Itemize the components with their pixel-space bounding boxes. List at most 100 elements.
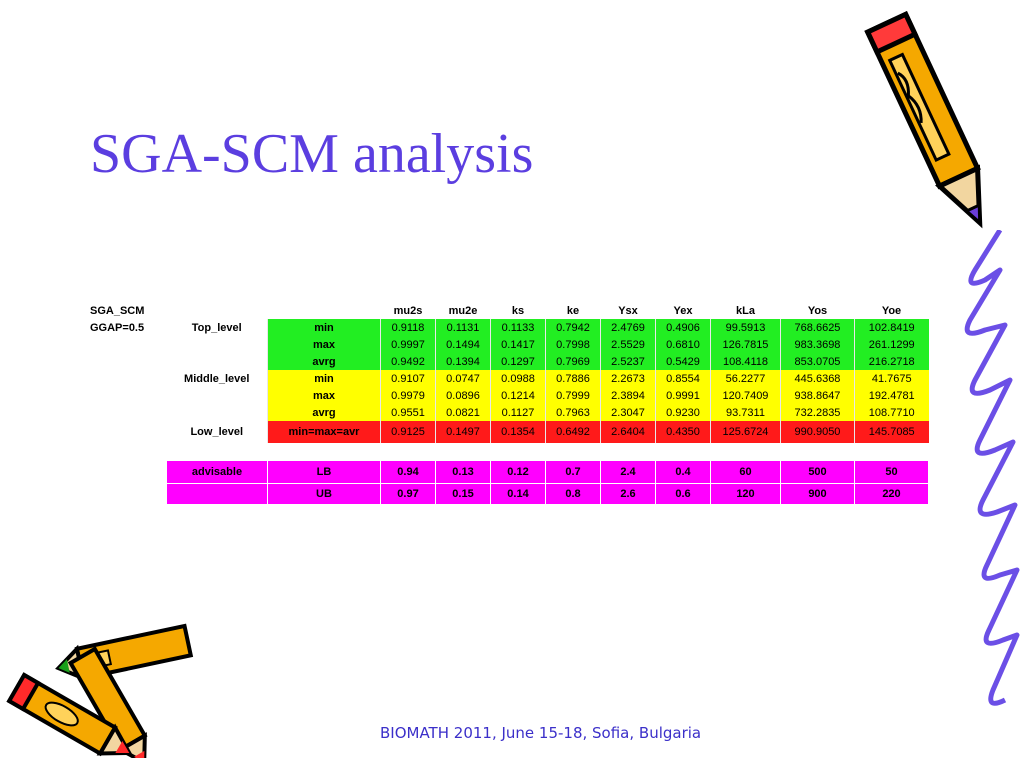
value-cell: 0.1214 bbox=[490, 387, 546, 404]
header-cell: kLa bbox=[736, 304, 755, 317]
value-cell: 2.3894 bbox=[600, 387, 656, 404]
value-cell: 2.3047 bbox=[600, 404, 656, 421]
value-cell: 0.0747 bbox=[435, 370, 491, 387]
value-cell: 0.4906 bbox=[655, 319, 711, 336]
header-cell: Yoe bbox=[881, 304, 902, 317]
value-cell: 60 bbox=[710, 460, 781, 484]
header-row: SGA_SCM mu2s mu2e ks ke Ysx Yex kLa Yos … bbox=[84, 302, 929, 319]
group-label: Top_level bbox=[191, 321, 242, 334]
header-cell: ke bbox=[566, 304, 580, 317]
value-cell: 0.1131 bbox=[435, 319, 491, 336]
stat-label: max bbox=[267, 387, 381, 404]
value-cell: 120 bbox=[710, 483, 781, 505]
value-cell: 126.7815 bbox=[710, 336, 781, 353]
table-row: Low_level min=max=avr 0.9125 0.1497 0.13… bbox=[84, 421, 929, 443]
stat-label: min bbox=[267, 370, 381, 387]
value-cell: 0.9125 bbox=[380, 421, 436, 443]
value-cell: 0.7969 bbox=[545, 353, 601, 370]
table-row: advisable LB 0.94 0.13 0.12 0.7 2.4 0.4 … bbox=[84, 460, 929, 484]
stat-label: avrg bbox=[267, 404, 381, 421]
crayons-icon bbox=[6, 623, 194, 758]
value-cell: 0.7942 bbox=[545, 319, 601, 336]
value-cell: 0.1354 bbox=[490, 421, 546, 443]
value-cell: 0.6810 bbox=[655, 336, 711, 353]
value-cell: 0.7999 bbox=[545, 387, 601, 404]
value-cell: 0.4350 bbox=[655, 421, 711, 443]
value-cell: 0.0896 bbox=[435, 387, 491, 404]
stat-label: min=max=avr bbox=[267, 421, 381, 443]
value-cell: 2.6 bbox=[600, 483, 656, 505]
value-cell: 0.8 bbox=[545, 483, 601, 505]
header-cell: ks bbox=[511, 304, 525, 317]
table-row: avrg 0.9492 0.1394 0.1297 0.7969 2.5237 … bbox=[84, 353, 929, 370]
value-cell: 0.1417 bbox=[490, 336, 546, 353]
value-cell: 41.7675 bbox=[854, 370, 929, 387]
value-cell: 732.2835 bbox=[780, 404, 855, 421]
value-cell: 0.1494 bbox=[435, 336, 491, 353]
advisable-label: advisable bbox=[166, 460, 268, 484]
value-cell: 0.9230 bbox=[655, 404, 711, 421]
value-cell: 0.1127 bbox=[490, 404, 546, 421]
value-cell: 0.9492 bbox=[380, 353, 436, 370]
value-cell: 0.1497 bbox=[435, 421, 491, 443]
value-cell: 120.7409 bbox=[710, 387, 781, 404]
value-cell: 900 bbox=[780, 483, 855, 505]
header-cell: Ysx bbox=[618, 304, 638, 317]
header-cell: Yos bbox=[807, 304, 828, 317]
header-cell: mu2s bbox=[393, 304, 423, 317]
value-cell: 2.2673 bbox=[600, 370, 656, 387]
table-row: avrg 0.9551 0.0821 0.1127 0.7963 2.3047 … bbox=[84, 404, 929, 421]
value-cell: 192.4781 bbox=[854, 387, 929, 404]
value-cell: 0.8554 bbox=[655, 370, 711, 387]
value-cell: 853.0705 bbox=[780, 353, 855, 370]
value-cell: 0.14 bbox=[490, 483, 546, 505]
value-cell: 0.15 bbox=[435, 483, 491, 505]
value-cell: 445.6368 bbox=[780, 370, 855, 387]
value-cell: 500 bbox=[780, 460, 855, 484]
value-cell: 102.8419 bbox=[854, 319, 929, 336]
value-cell: 220 bbox=[854, 483, 929, 505]
value-cell: 0.97 bbox=[380, 483, 436, 505]
value-cell: 108.4118 bbox=[710, 353, 781, 370]
slide-title: SGA-SCM analysis bbox=[90, 123, 534, 185]
stat-label: avrg bbox=[267, 353, 381, 370]
slide-footer: BIOMATH 2011, June 15-18, Sofia, Bulgari… bbox=[380, 724, 702, 742]
value-cell: 0.9979 bbox=[380, 387, 436, 404]
value-cell: 0.9551 bbox=[380, 404, 436, 421]
pencil-icon bbox=[864, 10, 983, 229]
table-row: GGAP=0.5 Top_level min 0.9118 0.1131 0.1… bbox=[84, 319, 929, 336]
value-cell: 0.7963 bbox=[545, 404, 601, 421]
value-cell: 2.5529 bbox=[600, 336, 656, 353]
value-cell: 0.94 bbox=[380, 460, 436, 484]
value-cell: 0.6 bbox=[655, 483, 711, 505]
results-table: SGA_SCM mu2s mu2e ks ke Ysx Yex kLa Yos … bbox=[84, 302, 929, 505]
value-cell: 768.6625 bbox=[780, 319, 855, 336]
stat-label: max bbox=[267, 336, 381, 353]
table-row: max 0.9997 0.1494 0.1417 0.7998 2.5529 0… bbox=[84, 336, 929, 353]
value-cell: 99.5913 bbox=[710, 319, 781, 336]
value-cell: 0.1394 bbox=[435, 353, 491, 370]
header-cell: mu2e bbox=[448, 304, 478, 317]
stat-label: LB bbox=[267, 460, 381, 484]
value-cell: 0.1133 bbox=[490, 319, 546, 336]
value-cell: 0.1297 bbox=[490, 353, 546, 370]
value-cell: 990.9050 bbox=[780, 421, 855, 443]
value-cell: 216.2718 bbox=[854, 353, 929, 370]
curly-line-icon bbox=[964, 230, 1020, 706]
value-cell: 2.4769 bbox=[600, 319, 656, 336]
value-cell: 261.1299 bbox=[854, 336, 929, 353]
value-cell: 56.2277 bbox=[710, 370, 781, 387]
stat-label: min bbox=[267, 319, 381, 336]
value-cell: 0.9118 bbox=[380, 319, 436, 336]
value-cell: 2.5237 bbox=[600, 353, 656, 370]
value-cell: 0.9107 bbox=[380, 370, 436, 387]
group-label: Middle_level bbox=[184, 372, 250, 385]
table-row: UB 0.97 0.15 0.14 0.8 2.6 0.6 120 900 22… bbox=[84, 483, 929, 505]
header-cell: Yex bbox=[673, 304, 693, 317]
value-cell: 0.13 bbox=[435, 460, 491, 484]
table-row: Middle_level min 0.9107 0.0747 0.0988 0.… bbox=[84, 370, 929, 387]
value-cell: 0.9991 bbox=[655, 387, 711, 404]
value-cell: 0.12 bbox=[490, 460, 546, 484]
ggap-label: GGAP=0.5 bbox=[90, 321, 145, 334]
value-cell: 0.7886 bbox=[545, 370, 601, 387]
